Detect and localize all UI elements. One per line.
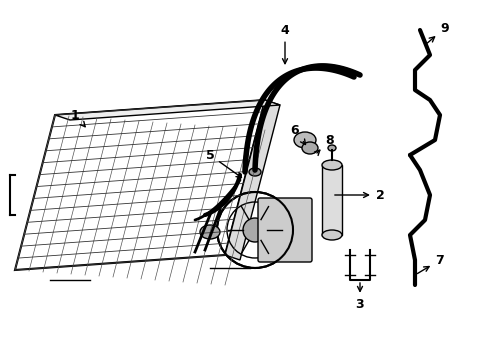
Text: 2: 2	[335, 189, 384, 202]
Polygon shape	[225, 100, 280, 260]
Ellipse shape	[294, 132, 316, 148]
Text: 3: 3	[356, 283, 364, 311]
Ellipse shape	[200, 225, 220, 239]
Text: 8: 8	[315, 134, 334, 156]
Ellipse shape	[302, 142, 318, 154]
Circle shape	[243, 218, 267, 242]
Ellipse shape	[249, 168, 261, 176]
Ellipse shape	[322, 160, 342, 170]
Text: 9: 9	[427, 22, 449, 43]
FancyBboxPatch shape	[258, 198, 312, 262]
Text: 6: 6	[291, 123, 305, 144]
Ellipse shape	[322, 230, 342, 240]
Ellipse shape	[328, 145, 336, 151]
Text: 4: 4	[281, 23, 290, 64]
Text: 5: 5	[206, 149, 242, 177]
Text: 1: 1	[71, 108, 85, 127]
Polygon shape	[55, 100, 280, 120]
Text: 7: 7	[417, 253, 444, 274]
Bar	[322, 165, 342, 235]
